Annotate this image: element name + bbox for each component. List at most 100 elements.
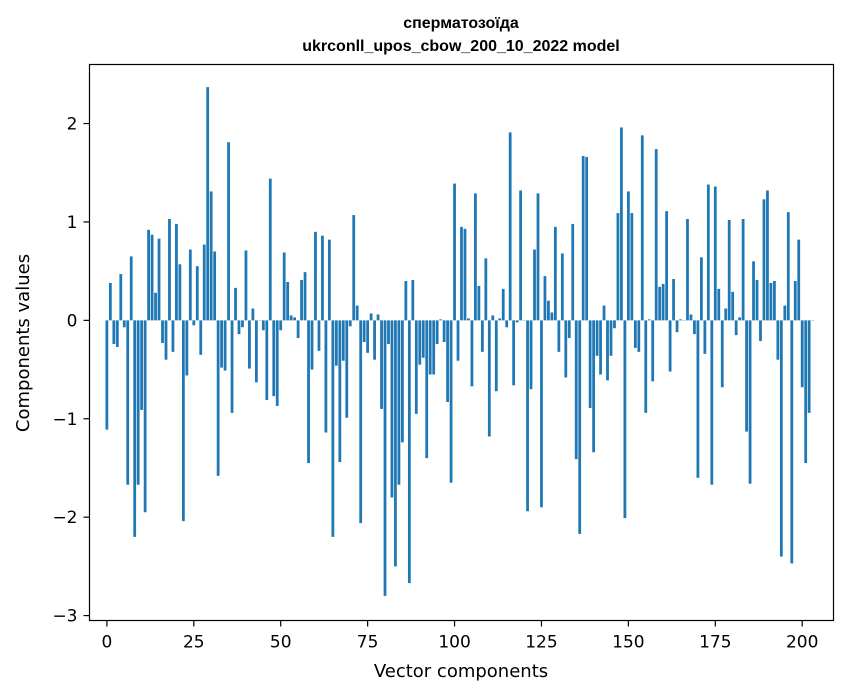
bar-138: [585, 157, 589, 321]
bar-113: [498, 318, 502, 321]
bar-26: [195, 266, 199, 321]
bar-series: [105, 87, 815, 596]
bar-69: [345, 320, 349, 418]
bar-178: [724, 308, 728, 321]
bar-88: [411, 280, 415, 321]
bar-60: [314, 231, 317, 321]
bar-114: [501, 288, 505, 321]
bar-104: [467, 318, 470, 321]
bar-197: [790, 320, 794, 564]
bar-38: [237, 320, 241, 335]
bar-139: [588, 320, 592, 408]
bar-76: [369, 313, 373, 321]
bar-58: [307, 320, 310, 464]
bar-102: [460, 226, 463, 321]
bar-150: [626, 191, 630, 321]
bar-0: [105, 320, 109, 430]
bar-70: [348, 320, 352, 327]
bar-95: [435, 320, 439, 344]
bar-80: [383, 320, 387, 596]
bar-78: [376, 314, 380, 321]
bar-9: [136, 320, 140, 485]
bar-140: [592, 320, 595, 453]
bar-54: [293, 317, 297, 321]
y-tick-label-2: −1: [52, 410, 77, 430]
bar-136: [578, 320, 582, 534]
bar-34: [223, 320, 227, 371]
x-tick-label-0: 0: [101, 633, 112, 653]
bar-107: [477, 285, 481, 321]
x-tick-label-1: 25: [183, 633, 205, 653]
bar-15: [157, 238, 161, 321]
bar-145: [609, 320, 613, 356]
bar-16: [161, 320, 164, 343]
bar-1: [108, 282, 112, 321]
bar-134: [571, 223, 575, 321]
bar-126: [543, 276, 547, 321]
bar-8: [133, 320, 137, 537]
bar-164: [675, 320, 679, 333]
bar-22: [181, 320, 185, 522]
bar-105: [470, 320, 474, 387]
bar-66: [334, 320, 338, 366]
chart-subtitle: ukrconll_upos_cbow_200_10_2022 model: [302, 38, 619, 55]
x-axis-ticks: 0 25 50 75 100 125 150 175 200: [101, 620, 818, 653]
bar-99: [449, 320, 453, 483]
bar-160: [661, 283, 665, 321]
bar-92: [425, 320, 429, 459]
bar-137: [581, 156, 585, 321]
x-tick-label-4: 100: [438, 633, 470, 653]
bar-185: [748, 320, 752, 484]
bar-50: [279, 320, 283, 331]
bar-45: [261, 320, 265, 331]
bar-71: [352, 215, 356, 321]
bar-154: [640, 135, 644, 321]
bar-153: [637, 320, 641, 352]
bar-85: [401, 320, 404, 443]
bar-53: [289, 315, 293, 321]
bar-119: [519, 190, 522, 321]
bar-56: [300, 280, 303, 321]
bar-59: [310, 320, 314, 370]
bar-110: [487, 320, 491, 437]
bar-13: [150, 234, 154, 321]
bar-2: [112, 320, 116, 344]
bar-11: [143, 320, 147, 513]
bar-33: [220, 320, 223, 368]
bar-133: [567, 320, 571, 339]
bar-87: [407, 320, 411, 584]
bar-142: [599, 320, 602, 375]
bar-176: [717, 288, 721, 321]
bar-165: [679, 319, 682, 321]
plot-area-frame: [88, 63, 835, 622]
bar-201: [804, 320, 808, 464]
bar-67: [338, 320, 342, 463]
bar-152: [633, 320, 637, 348]
chart-title: сперматозоїда: [403, 15, 519, 32]
bar-29: [206, 87, 210, 321]
bar-5: [122, 320, 126, 328]
bar-170: [696, 320, 700, 478]
bar-10: [140, 320, 144, 410]
bar-57: [303, 272, 307, 321]
bar-64: [328, 239, 331, 321]
bar-112: [494, 320, 498, 392]
bar-116: [508, 132, 512, 321]
bar-94: [432, 320, 436, 375]
bar-184: [745, 320, 748, 432]
bar-46: [265, 320, 269, 401]
bar-108: [480, 320, 484, 352]
bar-74: [362, 320, 366, 343]
bar-89: [414, 320, 418, 414]
bar-86: [404, 281, 408, 321]
bar-83: [394, 320, 397, 567]
x-tick-label-6: 150: [612, 633, 644, 653]
bar-168: [689, 314, 693, 321]
bar-202: [807, 320, 811, 413]
bar-121: [526, 320, 529, 512]
bar-111: [491, 315, 495, 321]
bar-65: [331, 320, 335, 537]
bar-192: [773, 281, 776, 321]
bar-47: [268, 178, 272, 321]
